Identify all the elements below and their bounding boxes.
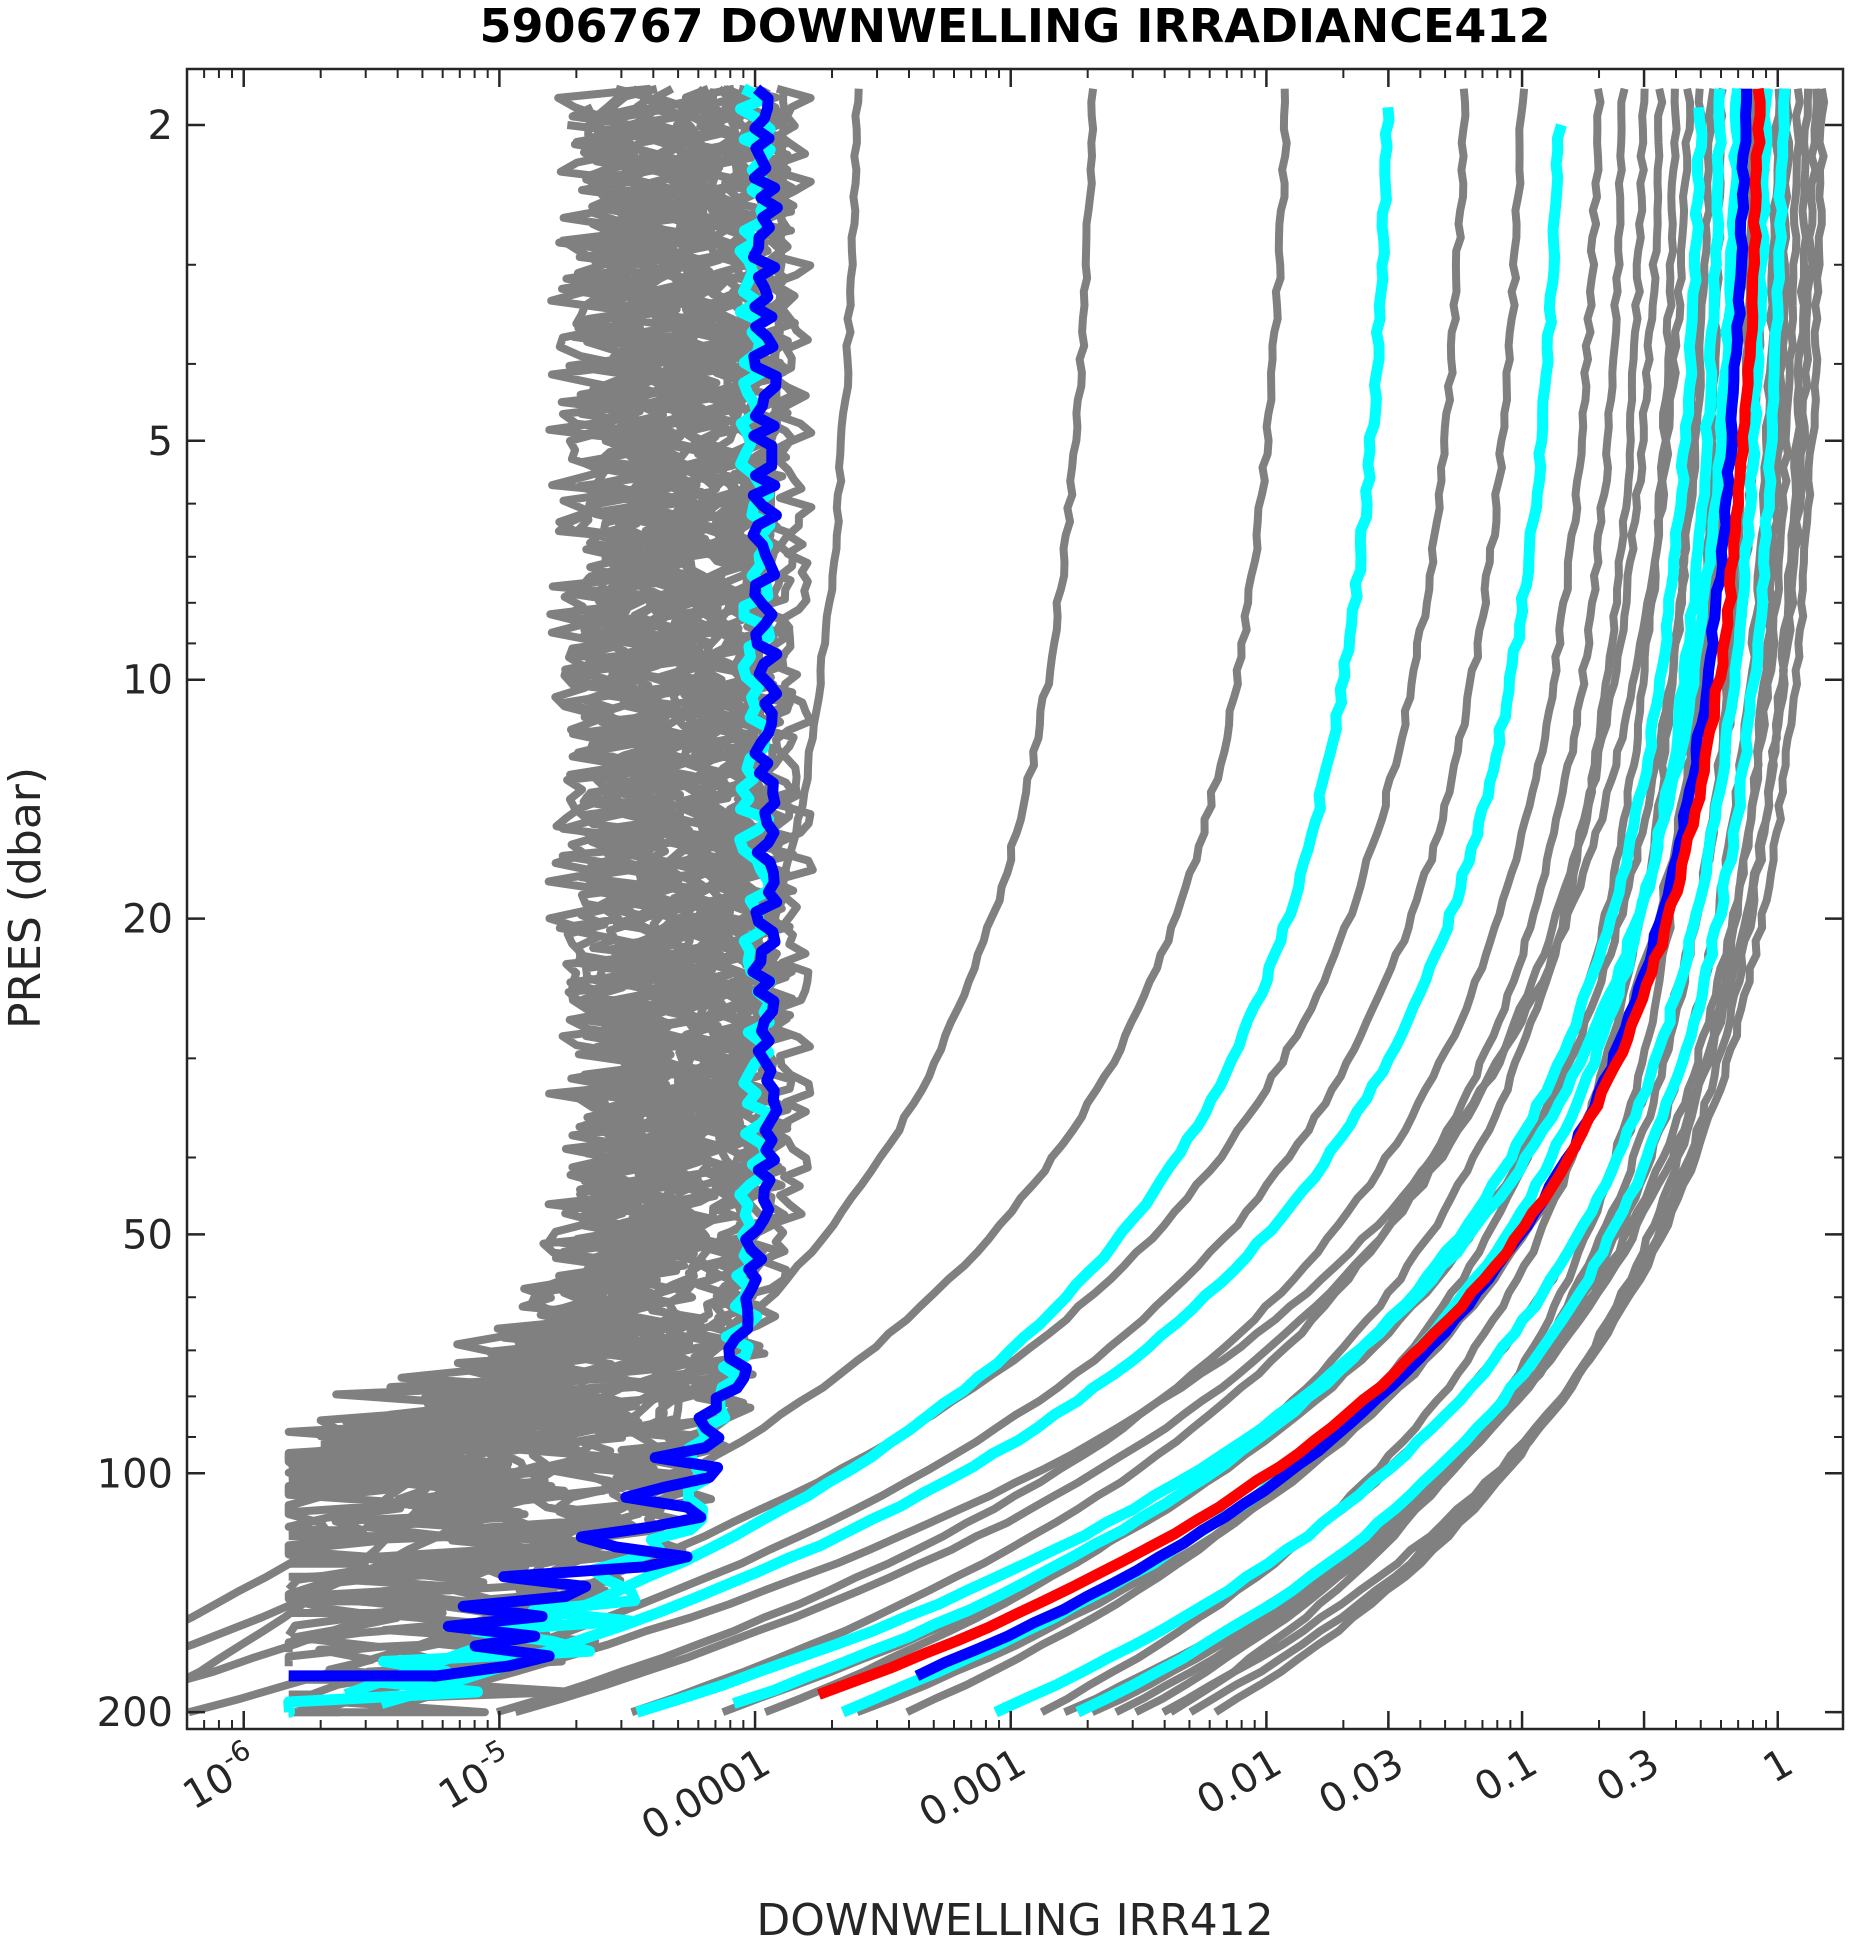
series-line-32 [495,87,1605,1717]
series-line-53 [731,107,1708,1709]
series-line-29 [187,88,1291,1684]
series-line-28 [187,88,1098,1651]
series-line-39 [721,88,1718,1716]
series-line-51 [343,106,1395,1700]
y-tick-label-1: 5 [148,419,173,465]
y-tick-label-6: 200 [97,1690,173,1736]
x-axis-label: DOWNWELLING IRR412 [756,1895,1273,1946]
series-line-57 [635,87,1744,1718]
series-line-48 [1063,88,1821,1716]
series-line-24 [288,87,688,1684]
series-line-55 [993,87,1774,1718]
series-line-58 [288,84,783,1682]
series-line-23 [284,105,758,1653]
plot-frame [185,67,1845,1731]
chart-title: 5906767 DOWNWELLING IRRADIANCE412 [480,0,1551,53]
series-line-52 [379,123,1567,1709]
series-line-35 [514,87,1667,1717]
series-line-31 [312,88,1529,1717]
y-axis-label: PRES (dbar) [0,767,51,1029]
series-line-49 [1161,88,1829,1716]
y-tick-label-2: 10 [122,658,173,704]
series-line-33 [630,87,1629,1716]
y-tick-label-3: 20 [122,897,173,943]
series-layer [187,83,1829,1718]
y-tick-label-0: 2 [148,103,173,149]
series-line-59 [914,88,1753,1681]
series-line-26 [187,88,790,1683]
series-line-60 [816,87,1766,1700]
y-tick-label-4: 50 [122,1212,173,1258]
series-line-27 [187,88,863,1624]
series-line-56 [1075,88,1791,1718]
series-line-37 [368,87,1695,1717]
y-tick-label-5: 100 [97,1451,173,1497]
